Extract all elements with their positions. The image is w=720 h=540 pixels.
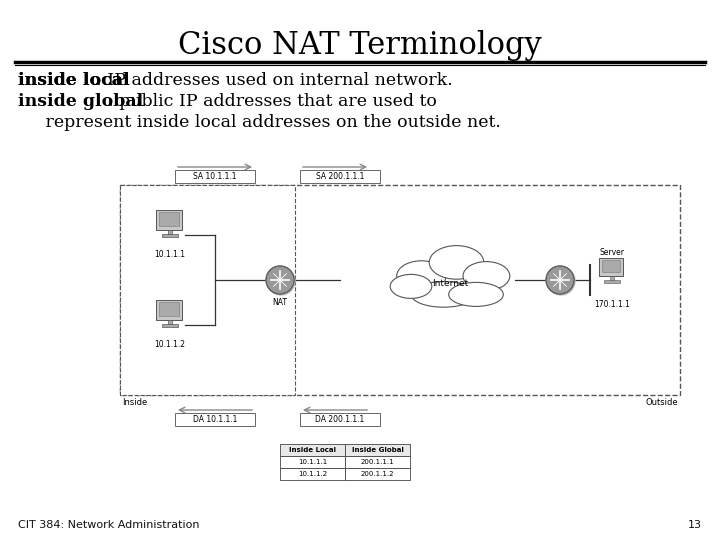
Bar [168, 230, 172, 234]
Text: Inside Global: Inside Global [351, 447, 403, 453]
Ellipse shape [397, 261, 446, 291]
Bar [120, 185, 680, 395]
Bar [610, 276, 614, 280]
Bar [159, 212, 179, 226]
Text: 10.1.1.2: 10.1.1.2 [155, 340, 186, 349]
Text: inside local: inside local [18, 72, 130, 89]
Text: inside global: inside global [18, 93, 143, 110]
Text: NAT: NAT [272, 298, 287, 307]
Text: : public IP addresses that are used to: : public IP addresses that are used to [108, 93, 437, 110]
Bar [175, 413, 255, 426]
Text: SA 10.1.1.1: SA 10.1.1.1 [193, 172, 237, 181]
Bar [345, 444, 410, 456]
Text: DA 10.1.1.1: DA 10.1.1.1 [193, 415, 237, 424]
Text: represent inside local addresses on the outside net.: represent inside local addresses on the … [18, 114, 501, 131]
Bar [159, 302, 179, 316]
Bar [345, 468, 410, 480]
Text: SA 200.1.1.1: SA 200.1.1.1 [316, 172, 364, 181]
Text: inside local: IP addresses used on internal network.: inside local: IP addresses used on inter… [18, 72, 474, 89]
Text: 10.1.1.2: 10.1.1.2 [298, 471, 327, 477]
Circle shape [547, 267, 575, 295]
Bar [604, 280, 620, 283]
Text: Inside: Inside [122, 398, 148, 407]
Bar [280, 444, 345, 456]
Bar [300, 413, 380, 426]
Bar [300, 170, 380, 183]
Circle shape [267, 267, 295, 295]
Bar [602, 260, 620, 272]
Circle shape [546, 266, 574, 294]
Text: Inside Local: Inside Local [289, 447, 336, 453]
Text: 200.1.1.2: 200.1.1.2 [361, 471, 395, 477]
Text: : IP addresses used on internal network.: : IP addresses used on internal network. [96, 72, 453, 89]
Text: CIT 384: Network Administration: CIT 384: Network Administration [18, 520, 199, 530]
Ellipse shape [390, 274, 432, 299]
Bar [280, 468, 345, 480]
Bar [162, 324, 178, 327]
Ellipse shape [429, 246, 484, 279]
Text: Cisco NAT Terminology: Cisco NAT Terminology [178, 30, 542, 61]
Bar [280, 456, 345, 468]
Text: 200.1.1.1: 200.1.1.1 [361, 459, 395, 465]
Text: Internet: Internet [432, 280, 468, 288]
Circle shape [266, 266, 294, 294]
Text: Server: Server [600, 248, 624, 257]
Bar [120, 185, 295, 395]
Text: 13: 13 [688, 520, 702, 530]
Text: DA 200.1.1.1: DA 200.1.1.1 [315, 415, 364, 424]
Text: 10.1.1.1: 10.1.1.1 [298, 459, 327, 465]
Bar [162, 234, 178, 237]
Bar [156, 210, 182, 230]
Ellipse shape [449, 282, 503, 306]
Text: Outside: Outside [645, 398, 678, 407]
Bar [156, 300, 182, 320]
Text: 10.1.1.1: 10.1.1.1 [155, 250, 186, 259]
Bar [168, 320, 172, 324]
Text: 170.1.1.1: 170.1.1.1 [594, 300, 630, 309]
Ellipse shape [411, 281, 476, 307]
Bar [599, 258, 623, 276]
Text: inside local: inside local [18, 72, 130, 89]
Ellipse shape [463, 261, 510, 291]
Bar [175, 170, 255, 183]
Bar [345, 456, 410, 468]
